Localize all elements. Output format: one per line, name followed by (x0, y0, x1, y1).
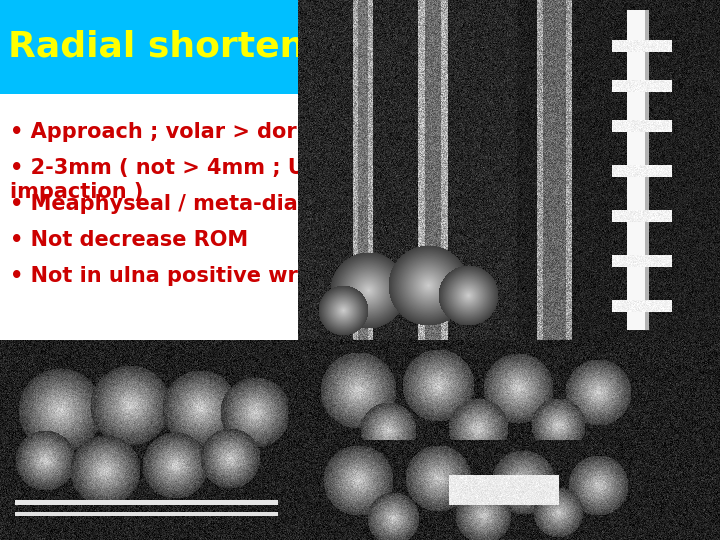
Text: • 2-3mm ( not > 4mm ; UC
impaction ): • 2-3mm ( not > 4mm ; UC impaction ) (10, 158, 320, 202)
Text: • Not decrease ROM: • Not decrease ROM (10, 230, 248, 250)
Text: • Meaphyseal / meta-diaphyseal: • Meaphyseal / meta-diaphyseal (10, 194, 389, 214)
Text: • Not in ulna positive wrist: • Not in ulna positive wrist (10, 266, 328, 286)
Text: • Approach ; volar > dorsal: • Approach ; volar > dorsal (10, 122, 330, 142)
Text: Radial shortening osteotomy: Radial shortening osteotomy (8, 30, 598, 64)
Bar (0, 0, 720, 94)
